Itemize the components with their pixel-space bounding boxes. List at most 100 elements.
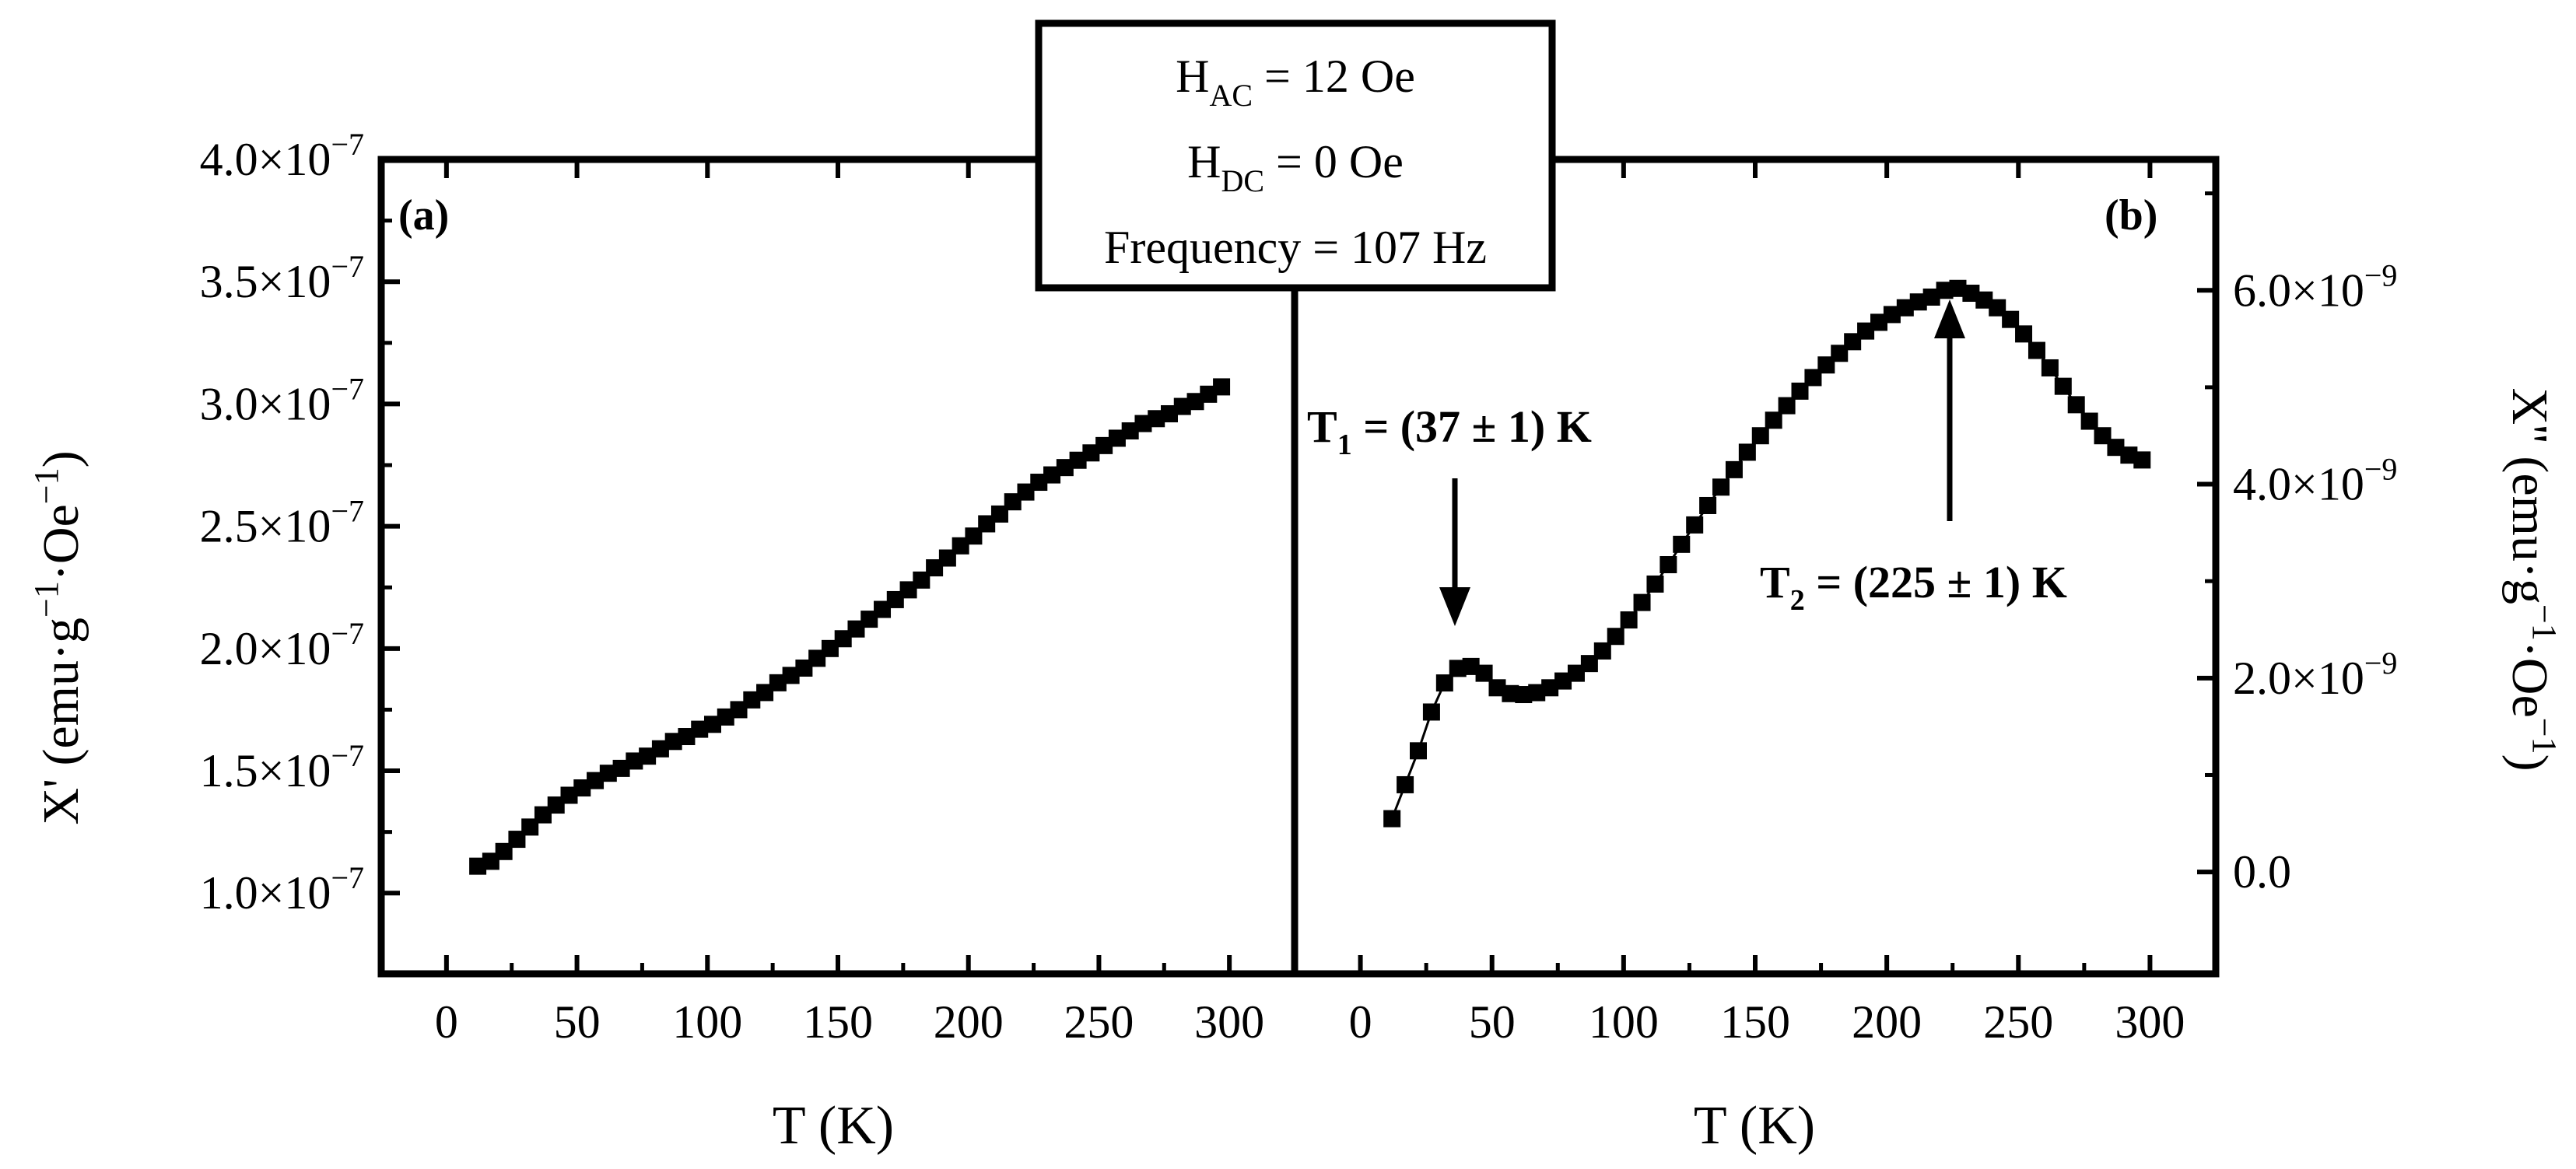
panel-a-data-point <box>874 600 892 618</box>
panel-b-data-point <box>1660 556 1677 574</box>
panel-b-data-point <box>1804 369 1822 387</box>
panel-b-data-point <box>1857 322 1875 340</box>
panel-a-data-point <box>978 515 996 533</box>
panel-a-y-tick-label: 4.0×10−7 <box>200 127 364 185</box>
panel-b-data-point <box>1567 664 1585 682</box>
panel-b-data-point <box>1989 299 2006 317</box>
panel-a-y-tick-label: 2.0×10−7 <box>200 616 364 674</box>
panel-b-label: (b) <box>2105 191 2157 240</box>
panel-a-data-point <box>573 779 591 797</box>
panel-b-data-point <box>1383 810 1401 828</box>
panel-b-data-point <box>2054 377 2072 395</box>
panel-a-data-point <box>639 747 657 765</box>
panel-a-data-point <box>952 537 969 555</box>
panel-b-data-point <box>1738 443 1756 461</box>
panel-a-data-point <box>886 590 904 608</box>
panel-b-y-tick-label: 0.0 <box>2233 846 2291 898</box>
panel-a-data-point <box>664 733 682 751</box>
panel-b-data-point <box>1541 679 1559 697</box>
panel-b-data-point <box>1502 684 1519 702</box>
panel-b-x-tick-label: 0 <box>1349 996 1372 1048</box>
panel-b-data-point <box>1580 655 1598 673</box>
t2-label: T2 = (225 ± 1) K <box>1760 557 2067 617</box>
panel-a-data-point <box>1200 385 1218 403</box>
panel-b-data-point <box>1817 356 1835 374</box>
panel-b-y-tick-label: 6.0×10−9 <box>2233 257 2397 316</box>
t1-annotation: T1 = (37 ± 1) K <box>1307 401 1592 626</box>
panel-a-data-point <box>756 684 774 702</box>
panel-a-data-point <box>1148 410 1165 428</box>
panel-a-data-point <box>1017 483 1035 501</box>
panel-b-data-point <box>1686 516 1704 534</box>
panel-a-x-tick-label: 250 <box>1064 996 1134 1048</box>
panel-b-data-point <box>1699 496 1717 514</box>
h-ac-label: HAC = 12 Oe <box>1176 51 1415 113</box>
panel-b-data-point <box>1949 279 1967 297</box>
panel-b-data-point <box>1975 291 1993 309</box>
panel-b-y-tick-label: 2.0×10−9 <box>2233 646 2397 704</box>
frequency-label: Frequency = 107 Hz <box>1104 222 1487 273</box>
panel-a-data-point <box>587 772 605 789</box>
panel-a-data-point <box>560 786 578 804</box>
panel-a-x-tick-label: 150 <box>803 996 873 1048</box>
panel-a-x-tick-label: 200 <box>934 996 1004 1048</box>
panel-b-data-point <box>1397 775 1414 793</box>
panel-a-data-point <box>834 630 852 648</box>
panel-a-data-point <box>651 740 669 758</box>
panel-b-data-point <box>1528 684 1546 702</box>
panel-b-data-point <box>2120 446 2138 464</box>
panel-a-data-point <box>1160 404 1178 422</box>
panel-a-data-point <box>469 857 487 875</box>
panel-b-data-point <box>1633 593 1651 611</box>
panel-a-data-point <box>599 765 617 782</box>
panel-a-data-point <box>534 806 552 824</box>
panel-a-data-point <box>703 716 721 733</box>
panel-a-data-point <box>899 581 917 599</box>
panel-a-data-point <box>521 818 539 836</box>
panel-a-data-point <box>1043 466 1061 484</box>
panel-b-data-point <box>1844 333 1862 351</box>
panel-b-data-point <box>1791 382 1809 400</box>
panel-a-data-point <box>495 842 513 860</box>
panel-b-x-tick-label: 250 <box>1983 996 2053 1048</box>
panel-a-data-point <box>1004 493 1022 511</box>
panel-b-data-point <box>1751 427 1769 445</box>
panel-a-data-point <box>482 852 499 870</box>
panel-b-data-point <box>2067 396 2085 414</box>
panel-a-x-axis-title: T (K) <box>773 1096 894 1156</box>
panel-b-x-tick-label: 300 <box>2115 996 2185 1048</box>
panel-a-data-point <box>795 659 813 677</box>
panel-a-data-point <box>1134 415 1152 432</box>
panel-a-data-point <box>678 728 696 746</box>
panel-b-data-point <box>1936 282 1954 299</box>
panel-b-data-point <box>2028 341 2045 359</box>
panel-a-data-point <box>1213 378 1231 396</box>
t2-arrowhead <box>1934 299 1965 338</box>
panel-a-data-point <box>821 639 839 657</box>
panel-a-data-point <box>1173 397 1191 415</box>
t2-annotation: T2 = (225 ± 1) K <box>1760 299 2067 617</box>
panel-b-data-point <box>1475 664 1493 682</box>
panel-b-data-point <box>2133 451 2151 469</box>
panel-b-data-point <box>2107 439 2125 457</box>
h-dc-label: HDC = 0 Oe <box>1187 136 1404 198</box>
panel-b-data-point <box>1462 657 1480 675</box>
panel-b-x-tick-label: 200 <box>1852 996 1922 1048</box>
panel-a-data-point <box>1069 451 1087 469</box>
panel-b-x-tick-label: 50 <box>1469 996 1516 1048</box>
panel-a-x-tick-label: 50 <box>554 996 601 1048</box>
panel-a-data-point <box>1030 474 1048 492</box>
panel-b-data-point <box>2094 427 2112 445</box>
panel-a-data-point <box>926 559 944 577</box>
panel-b-data-point <box>1435 674 1453 692</box>
panel-b-data-point <box>2041 359 2059 376</box>
panel-a-data-point <box>612 759 630 777</box>
panel-a-data-point <box>847 620 865 638</box>
panel-b-data-point <box>2002 310 2020 328</box>
panel-b-data-point <box>2015 325 2033 343</box>
panel-a-y-tick-label: 2.5×10−7 <box>200 494 364 552</box>
panel-b-data-point <box>1515 686 1533 704</box>
panel-a-data-point <box>769 674 787 691</box>
panel-b-data-point <box>1778 397 1796 415</box>
